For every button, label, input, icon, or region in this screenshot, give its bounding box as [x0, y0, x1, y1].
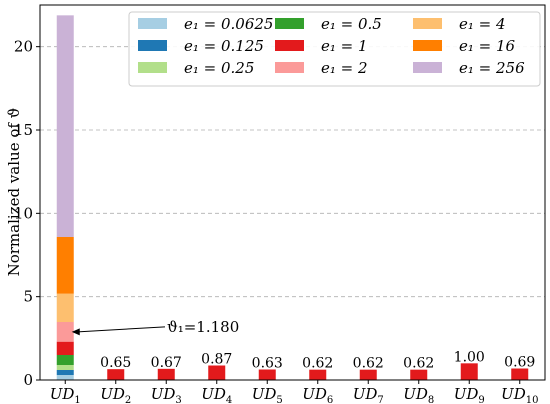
x-tick-label: UD10 — [501, 385, 538, 404]
bar-segment — [258, 369, 276, 380]
legend-label: e₁ = 0.0625 — [184, 15, 273, 33]
bars-group — [56, 15, 529, 380]
legend-swatch — [138, 62, 167, 73]
y-tick-label: 0 — [23, 371, 33, 389]
y-axis-label: Normalized value of ϑ — [5, 107, 23, 276]
x-tick-subscript: 8 — [428, 395, 434, 404]
bar-segment — [359, 369, 377, 380]
x-tick-base: UD — [252, 385, 277, 403]
bar-segment — [56, 237, 74, 294]
y-ticks: 0 5 10 15 20 — [14, 38, 40, 389]
bar-segment — [208, 365, 226, 380]
bar-segment — [107, 369, 125, 380]
plot-frame — [39, 4, 546, 381]
y-tick-label: 20 — [14, 38, 33, 56]
axes — [39, 4, 546, 381]
x-tick-label: UD5 — [252, 385, 283, 404]
x-tick-label: UD9 — [454, 385, 485, 404]
bar-segment — [56, 375, 74, 380]
x-tick-base: UD — [100, 385, 125, 403]
x-tick-subscript: 5 — [276, 395, 282, 404]
data-label: 0.69 — [504, 355, 535, 371]
annotation: ϑ₁=1.180 — [71, 318, 239, 336]
x-tick-base: UD — [151, 385, 176, 403]
legend-swatch — [138, 40, 167, 51]
legend-label: e₁ = 16 — [459, 37, 516, 55]
legend-swatch — [413, 40, 442, 51]
bar-segment — [511, 368, 529, 380]
x-tick-label: UD3 — [151, 385, 182, 404]
bar-segment — [56, 341, 74, 355]
x-tick-base: UD — [50, 385, 75, 403]
data-label: 0.62 — [403, 356, 434, 372]
legend-label: e₁ = 4 — [459, 15, 506, 33]
legend-swatch — [138, 18, 167, 29]
data-label: 0.62 — [353, 356, 384, 372]
data-label: 0.87 — [201, 352, 232, 368]
x-tick-base: UD — [501, 385, 526, 403]
data-label: 0.67 — [151, 355, 182, 371]
x-tick-base: UD — [454, 385, 479, 403]
x-tick-label: UD6 — [302, 385, 333, 404]
x-tick-subscript: 9 — [478, 395, 484, 404]
bar-segment — [56, 293, 74, 322]
bar-segment — [56, 370, 74, 375]
legend-label: e₁ = 0.5 — [321, 15, 382, 33]
x-tick-subscript: 1 — [74, 395, 80, 404]
data-label: 0.62 — [302, 356, 333, 372]
data-label: 1.00 — [454, 349, 485, 365]
legend-swatch — [275, 40, 304, 51]
legend-label: e₁ = 1 — [321, 37, 368, 55]
bar-segment — [157, 368, 175, 380]
x-tick-base: UD — [353, 385, 378, 403]
bar-segment — [56, 365, 74, 370]
x-tick-subscript: 10 — [526, 395, 539, 404]
y-tick-label: 5 — [23, 288, 33, 306]
annotation-text: ϑ₁=1.180 — [167, 318, 239, 336]
x-tick-base: UD — [403, 385, 428, 403]
x-tick-subscript: 2 — [125, 395, 131, 404]
bar-segment — [56, 15, 74, 238]
bar-segment — [309, 369, 327, 380]
x-tick-subscript: 7 — [377, 395, 383, 404]
data-label: 0.65 — [100, 355, 131, 371]
x-ticks: UD1 UD2 UD3 UD4 UD5 UD6 UD7 UD8 UD9 UD10 — [50, 380, 538, 404]
legend-swatch — [413, 62, 442, 73]
legend-label: e₁ = 256 — [459, 59, 525, 77]
legend-label: e₁ = 0.25 — [184, 59, 254, 77]
x-tick-label: UD4 — [201, 385, 232, 404]
data-labels-group: 0.65 0.67 0.87 0.63 0.62 0.62 0.62 1.00 0.69 — [100, 349, 535, 371]
bar-segment — [460, 363, 478, 380]
annotation-arrowhead — [71, 328, 80, 336]
x-tick-label: UD7 — [353, 385, 384, 404]
y-tick-label: 10 — [14, 204, 33, 222]
bar-segment — [56, 355, 74, 365]
x-tick-label: UD2 — [100, 385, 131, 404]
legend-swatch — [275, 18, 304, 29]
data-label: 0.63 — [252, 356, 283, 372]
x-tick-subscript: 6 — [327, 395, 333, 404]
x-tick-subscript: 3 — [175, 395, 181, 404]
annotation-arrow — [77, 326, 166, 333]
x-tick-base: UD — [201, 385, 226, 403]
x-tick-base: UD — [302, 385, 327, 403]
x-tick-label: UD8 — [403, 385, 434, 404]
legend-swatch — [275, 62, 304, 73]
bar-segment — [410, 369, 428, 380]
legend-label: e₁ = 0.125 — [184, 37, 264, 55]
legend: e₁ = 0.0625 e₁ = 0.125 e₁ = 0.25 e₁ = 0.5 e₁… — [128, 11, 541, 87]
legend-swatch — [413, 18, 442, 29]
x-tick-label: UD1 — [50, 385, 81, 404]
x-tick-subscript: 4 — [226, 395, 232, 404]
bar-segment — [56, 322, 74, 342]
y-tick-label: 15 — [14, 121, 33, 139]
legend-label: e₁ = 2 — [321, 59, 368, 77]
